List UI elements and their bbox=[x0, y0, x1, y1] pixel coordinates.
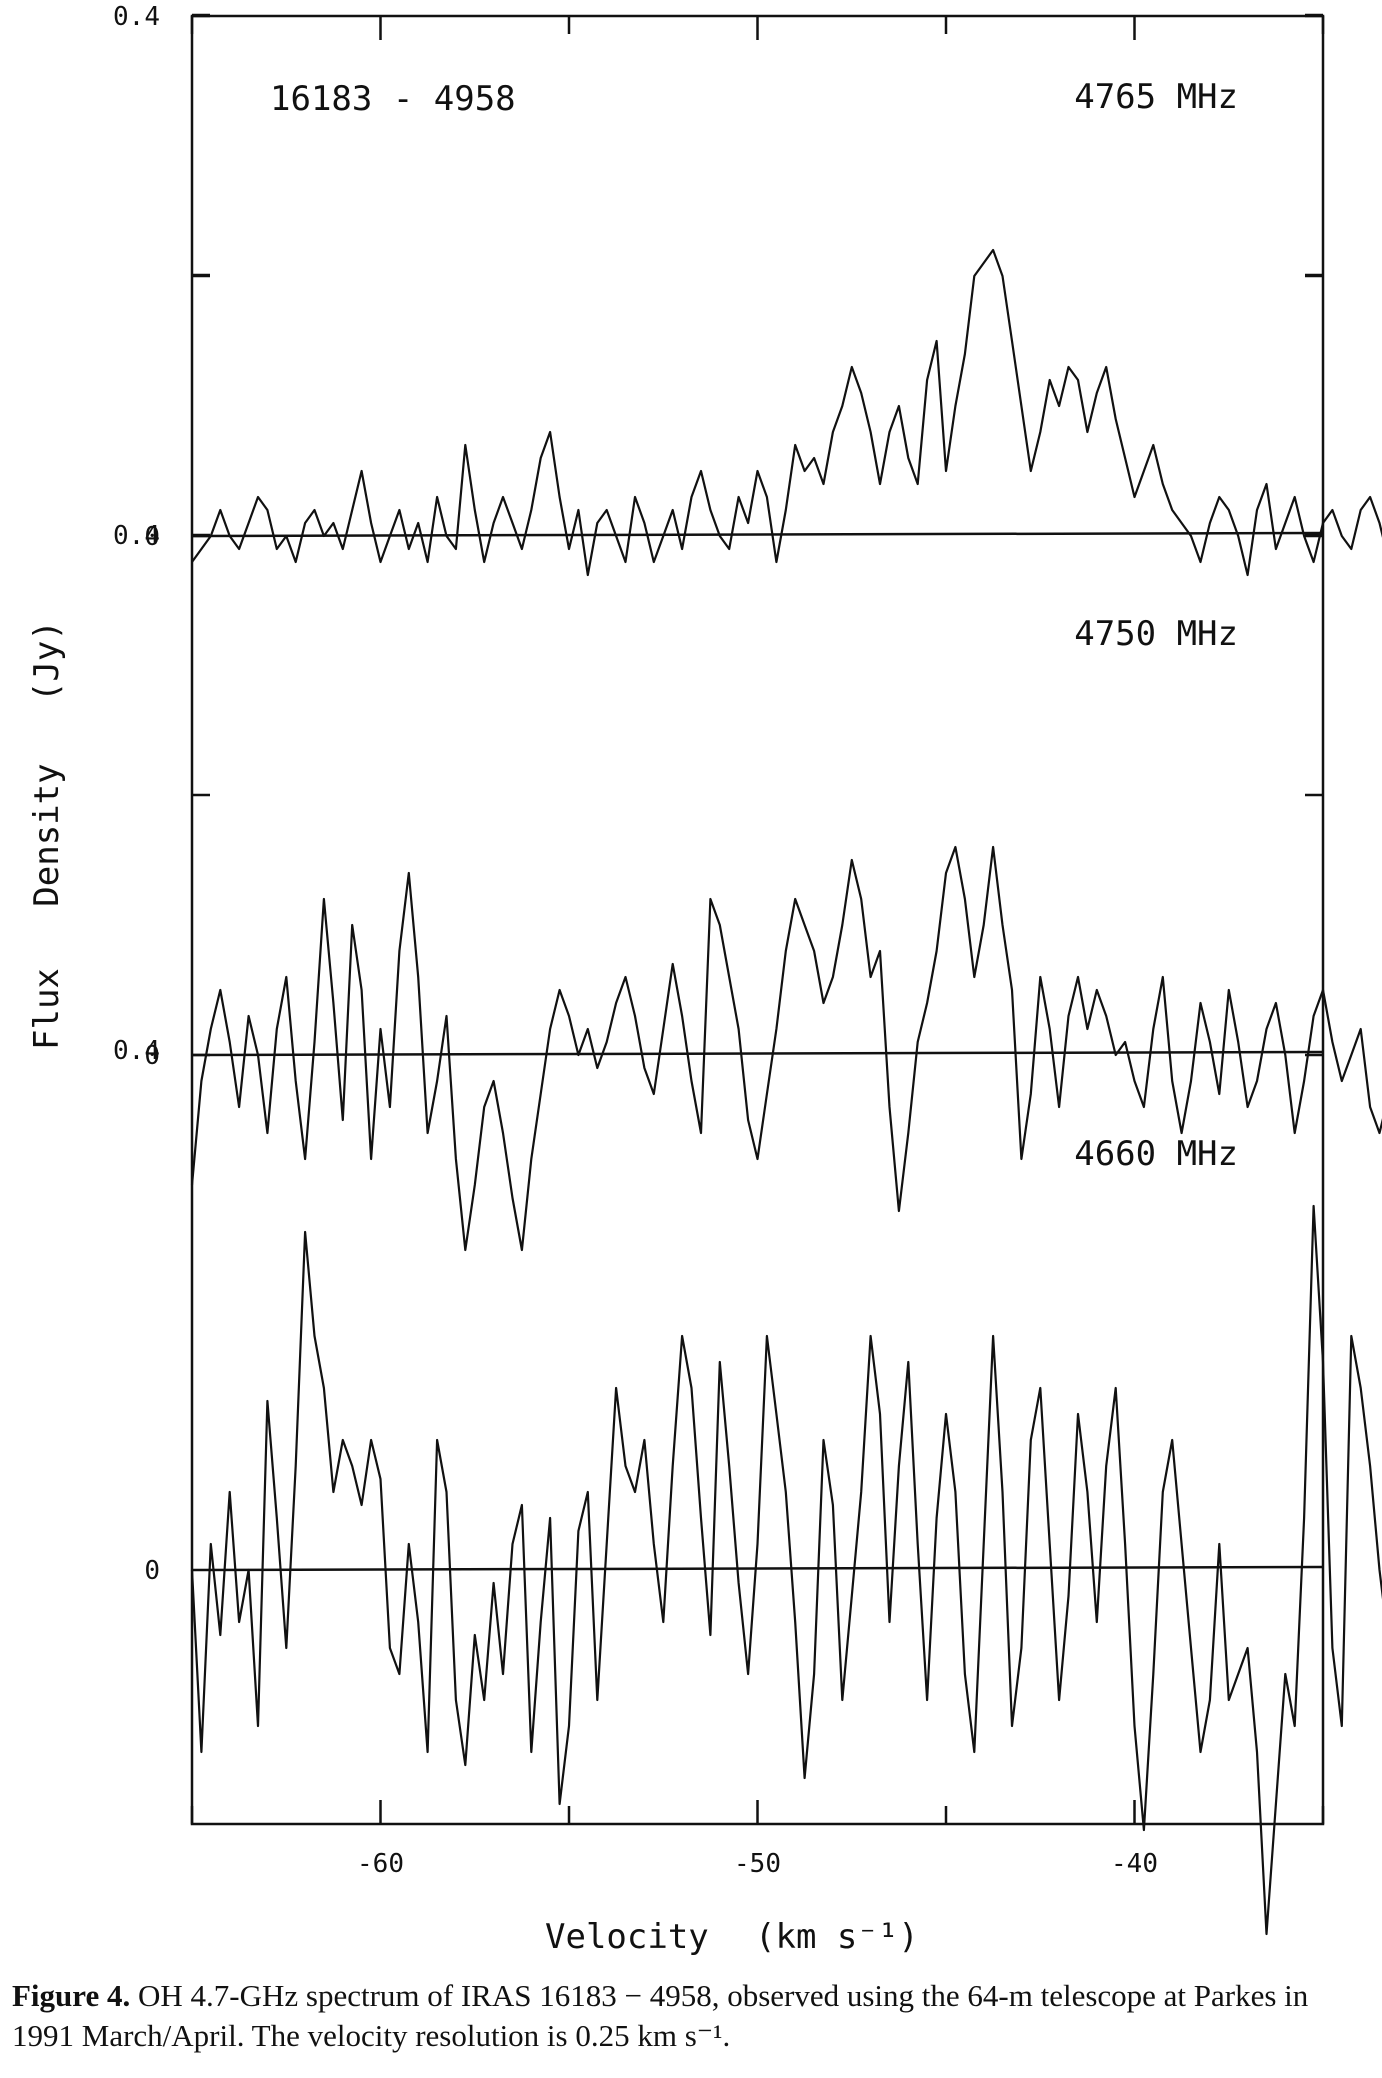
frequency-label: 4750 MHz bbox=[1074, 614, 1238, 654]
y-tick-label: 0.4 bbox=[113, 1036, 160, 1066]
figure-label: Figure 4. bbox=[12, 1978, 131, 2013]
spectrum-line-0 bbox=[191, 248, 1382, 577]
y-tick-label: 0 bbox=[144, 522, 160, 552]
source-label: 16183 - 4958 bbox=[270, 79, 516, 119]
x-tick-label: -50 bbox=[734, 1849, 781, 1879]
figure-caption-text: OH 4.7-GHz spectrum of IRAS 16183 − 4958… bbox=[12, 1978, 1309, 2053]
baseline-0 bbox=[191, 531, 1324, 538]
x-axis-title: Velocity bbox=[545, 1917, 709, 1957]
y-tick-label: 0.4 bbox=[113, 2, 160, 32]
y-tick-label: 0 bbox=[144, 1556, 160, 1586]
spectrum-line-2 bbox=[190, 1204, 1382, 1936]
y-tick-label: 0 bbox=[144, 1041, 160, 1071]
axis-ticks bbox=[190, 13, 1325, 1824]
frequency-label: 4660 MHz bbox=[1074, 1134, 1238, 1174]
baseline-2 bbox=[191, 1565, 1324, 1572]
frequency-label: 4765 MHz bbox=[1074, 77, 1238, 117]
figure-caption: Figure 4. OH 4.7-GHz spectrum of IRAS 16… bbox=[12, 1976, 1374, 2056]
spectrum-line-1 bbox=[190, 845, 1382, 1252]
baseline-1 bbox=[191, 1050, 1324, 1057]
y-tick-label: 0.4 bbox=[113, 521, 160, 551]
spectrum-series bbox=[190, 248, 1382, 1936]
x-tick-label: -40 bbox=[1111, 1849, 1158, 1879]
x-axis-unit: (km s⁻¹) bbox=[755, 1917, 919, 1957]
x-tick-label: -60 bbox=[357, 1849, 404, 1879]
y-axis-title: Flux Density (Jy) bbox=[27, 620, 67, 1050]
